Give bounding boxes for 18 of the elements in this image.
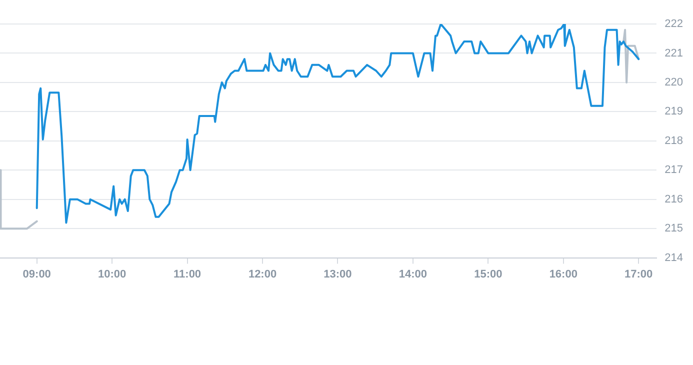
y-tick-label: 217	[664, 164, 684, 176]
x-tick-label: 11:00	[174, 268, 202, 280]
y-tick-label: 222	[664, 18, 684, 30]
x-tick-label: 10:00	[98, 268, 126, 280]
x-tick-label: 12:00	[248, 268, 277, 280]
y-tick-label: 215	[664, 222, 684, 235]
x-tick-label: 09:00	[22, 268, 51, 280]
y-tick-label: 218	[664, 134, 684, 147]
y-tick-label: 220	[664, 76, 684, 88]
y-tick-label: 221	[664, 47, 684, 60]
x-tick-label: 16:00	[549, 268, 578, 280]
y-tick-label: 216	[664, 193, 684, 206]
y-tick-label: 219	[664, 106, 684, 118]
x-tick-label: 13:00	[324, 268, 352, 280]
x-tick-label: 14:00	[398, 268, 428, 280]
y-tick-label: 214	[664, 252, 684, 264]
x-tick-label: 15:00	[474, 268, 502, 280]
x-tick-label: 17:00	[624, 268, 653, 280]
